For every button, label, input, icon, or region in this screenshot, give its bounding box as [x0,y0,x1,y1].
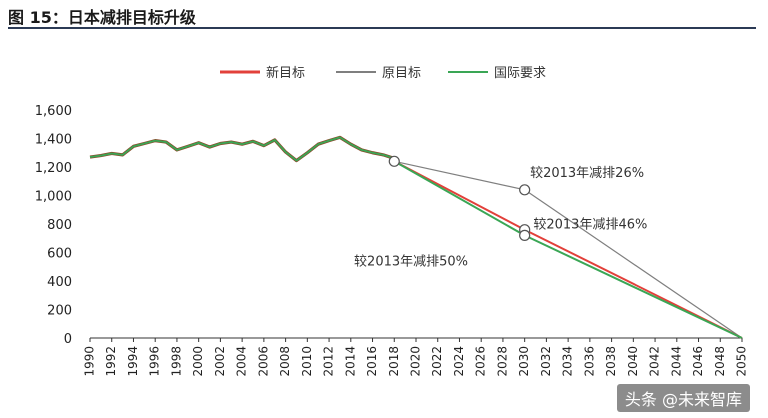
x-tick-label: 2018 [387,346,401,377]
legend: 新目标 原目标 国际要求 [220,65,546,81]
point-markers [388,155,531,241]
x-tick-label: 1990 [83,346,97,377]
x-tick-label: 1994 [126,346,140,377]
x-tick-label: 2004 [235,346,249,377]
x-tick-label: 2008 [278,346,292,377]
series-lines [89,135,743,339]
y-tick-label: 1,400 [35,133,72,148]
data-point-marker [388,155,400,167]
annotation-label: 较2013年减排26% [530,166,644,181]
y-tick-label: 0 [64,332,72,347]
x-tick-label: 2048 [713,346,727,377]
x-tick-label: 2022 [430,346,444,377]
legend-label: 新目标 [266,65,305,81]
historical-line [89,136,395,162]
x-tick-label: 2046 [691,346,705,377]
historical-line-outline [89,135,395,163]
y-tick-label: 1,000 [35,190,72,205]
x-tick-label: 2038 [604,346,618,377]
x-tick-label: 2000 [191,346,205,377]
title-divider [8,27,756,29]
x-tick-label: 2006 [256,346,270,377]
data-point-marker [519,184,531,196]
x-tick-label: 2026 [474,346,488,377]
x-tick-label: 2050 [735,346,749,377]
x-tick-label: 2014 [343,346,357,377]
x-tick-label: 1992 [104,346,118,377]
x-tick-label: 2016 [365,346,379,377]
x-tick-label: 2010 [300,346,314,377]
y-tick-label: 400 [47,275,72,290]
x-tick-label: 2032 [539,346,553,377]
data-point-marker [519,229,531,241]
x-tick-label: 2034 [561,346,575,377]
axes: 0 200 400 600 800 1,000 1,200 1,400 1,600 1990 199… [35,104,749,377]
legend-label: 国际要求 [494,66,546,81]
watermark: 头条 @未来智库 [616,384,750,412]
legend-label: 原目标 [382,66,421,81]
x-tick-label: 2020 [409,346,423,377]
x-tick-label: 2002 [213,346,227,377]
x-tick-label: 1998 [169,346,183,377]
x-tick-label: 2044 [669,346,683,377]
x-tick-label: 2012 [322,346,336,377]
series-line-new-target [393,160,743,339]
y-tick-label: 1,200 [35,161,72,176]
x-tick-label: 2040 [626,346,640,377]
x-tick-label: 2024 [452,346,466,377]
y-tick-label: 1,600 [35,104,72,119]
y-tick-label: 800 [47,218,72,233]
x-tick-label: 1996 [148,346,162,377]
x-tick-label: 2036 [582,346,596,377]
x-tick-label: 2028 [495,346,509,377]
annotation-label: 较2013年减排46% [533,217,647,232]
y-tick-label: 600 [47,247,72,262]
annotation-label: 较2013年减排50% [354,254,468,269]
x-tick-label: 2030 [517,346,531,377]
figure-title: 图 15：日本减排目标升级 [8,8,196,27]
x-tick-label: 2042 [648,346,662,377]
annotations: 较2013年减排26% 较2013年减排46% 较2013年减排50% [354,166,647,269]
y-tick-label: 200 [47,304,72,319]
